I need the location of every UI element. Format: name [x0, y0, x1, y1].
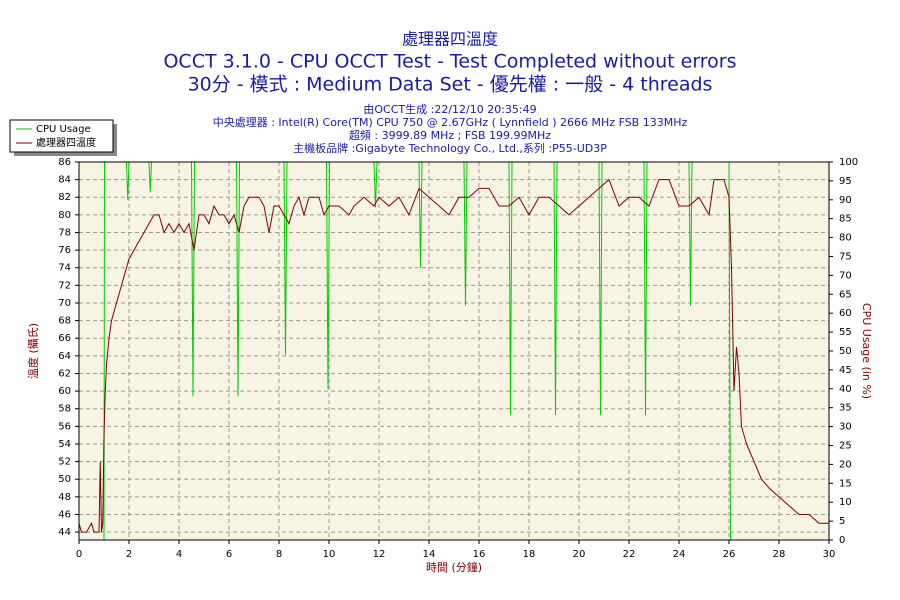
y2-tick-label: 20 — [839, 459, 852, 470]
y2-tick-label: 65 — [839, 289, 852, 300]
series-line — [78, 178, 829, 533]
x-tick-label: 30 — [823, 549, 836, 560]
x-tick-label: 12 — [373, 549, 386, 560]
y-tick-label: 46 — [58, 509, 71, 520]
info-line: 由OCCT生成 :22/12/10 20:35:49 — [363, 102, 536, 116]
y-tick-label: 54 — [58, 439, 71, 450]
y-tick-label: 56 — [58, 421, 71, 432]
x-tick-label: 20 — [573, 549, 586, 560]
y2-tick-label: 25 — [839, 441, 852, 452]
x-tick-label: 8 — [276, 549, 282, 560]
legend-label: 處理器四溫度 — [36, 136, 96, 149]
y-tick-label: 62 — [58, 368, 71, 379]
plot-area — [78, 161, 830, 541]
y-tick-label: 50 — [58, 474, 71, 485]
y-tick-label: 74 — [58, 263, 71, 274]
y-tick-label: 76 — [58, 245, 71, 256]
y2-tick-label: 75 — [839, 252, 852, 263]
y2-tick-label: 0 — [839, 535, 845, 546]
y-tick-label: 72 — [58, 280, 71, 291]
y2-tick-label: 80 — [839, 233, 852, 244]
y-tick-label: 82 — [58, 192, 71, 203]
y2-tick-label: 30 — [839, 422, 852, 433]
x-tick-label: 0 — [76, 549, 82, 560]
y2-tick-label: 50 — [839, 346, 852, 357]
y-tick-label: 60 — [58, 386, 71, 397]
y2-tick-label: 55 — [839, 327, 852, 338]
y-tick-label: 52 — [58, 457, 71, 468]
y-tick-label: 86 — [58, 157, 71, 168]
y-axis-label: 溫度 (攝氏) — [26, 323, 40, 379]
info-line: 主機板品牌 :Gigabyte Technology Co., Ltd.,系列 … — [293, 141, 607, 155]
y-tick-label: 68 — [58, 316, 71, 327]
y2-tick-label: 45 — [839, 365, 852, 376]
y2-tick-label: 85 — [839, 214, 852, 225]
y2-tick-label: 60 — [839, 308, 852, 319]
chart-title: 處理器四溫度 — [402, 30, 498, 49]
y-tick-label: 70 — [58, 298, 71, 309]
info-line: 中央處理器 : Intel(R) Core(TM) CPU 750 @ 2.67… — [213, 115, 688, 129]
y2-tick-label: 70 — [839, 270, 852, 281]
y-tick-label: 66 — [58, 333, 71, 344]
x-tick-label: 10 — [323, 549, 336, 560]
y-tick-label: 78 — [58, 227, 71, 238]
x-tick-label: 22 — [623, 549, 636, 560]
y2-tick-label: 100 — [839, 157, 858, 168]
x-tick-label: 26 — [723, 549, 736, 560]
headline: 30分 - 模式 : Medium Data Set - 優先權 : 一般 - … — [188, 74, 713, 96]
y2-tick-label: 10 — [839, 497, 852, 508]
x-axis-label: 時間 (分鐘) — [426, 560, 482, 574]
y-tick-label: 80 — [58, 210, 71, 221]
x-tick-label: 6 — [226, 549, 232, 560]
legend-label: CPU Usage — [36, 124, 91, 135]
plot-area — [78, 161, 830, 541]
x-tick-label: 28 — [773, 549, 786, 560]
headline: OCCT 3.1.0 - CPU OCCT Test - Test Comple… — [163, 51, 736, 73]
y-tick-label: 58 — [58, 404, 71, 415]
y2-tick-label: 15 — [839, 478, 852, 489]
y-tick-label: 44 — [58, 527, 71, 538]
x-tick-label: 14 — [423, 549, 436, 560]
y2-tick-label: 90 — [839, 195, 852, 206]
y2-tick-label: 5 — [839, 516, 845, 527]
legend-box — [9, 119, 114, 153]
x-tick-label: 4 — [176, 549, 182, 560]
x-tick-label: 18 — [523, 549, 536, 560]
y-tick-label: 64 — [58, 351, 71, 362]
y2-axis-label: CPU Usage (in %) — [860, 303, 873, 399]
x-tick-label: 2 — [126, 549, 132, 560]
y2-tick-label: 35 — [839, 403, 852, 414]
y2-tick-label: 95 — [839, 176, 852, 187]
info-line: 超頻 : 3999.89 MHz ; FSB 199.99MHz — [349, 128, 551, 142]
x-tick-label: 24 — [673, 549, 686, 560]
x-tick-label: 16 — [473, 549, 486, 560]
y2-tick-label: 40 — [839, 384, 852, 395]
y-tick-label: 84 — [58, 175, 71, 186]
y-tick-label: 48 — [58, 492, 71, 503]
